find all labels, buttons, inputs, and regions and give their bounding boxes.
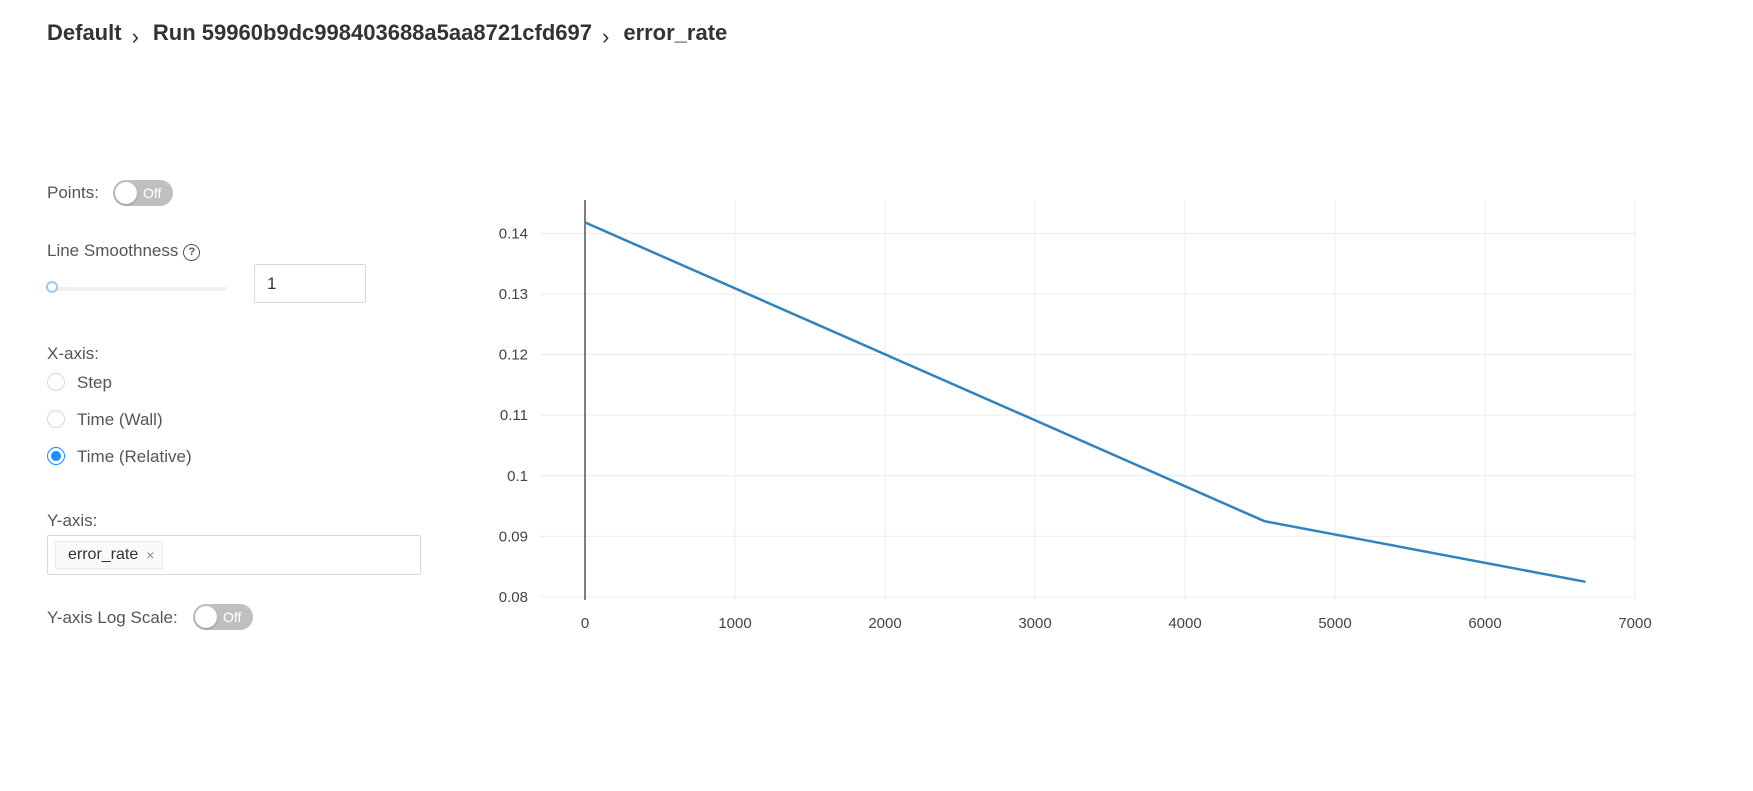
y-tick-label: 0.11	[500, 407, 528, 424]
radio-time-wall[interactable]	[47, 410, 65, 428]
yaxis-label: Y-axis:	[47, 511, 98, 530]
xaxis-label: X-axis:	[47, 344, 99, 363]
y-tick-label: 0.08	[499, 589, 528, 606]
toggle-knob	[195, 606, 217, 628]
yaxis-tag-label: error_rate	[68, 546, 139, 563]
radio-time-relative[interactable]	[47, 447, 65, 465]
chevron-right-icon	[602, 24, 609, 50]
x-tick-label: 1000	[718, 615, 751, 630]
radio-step[interactable]	[47, 373, 65, 391]
x-tick-label: 0	[581, 615, 589, 630]
question-circle-icon[interactable]: ?	[183, 244, 201, 261]
yaxis-select[interactable]: error_rate ×	[47, 535, 421, 575]
toggle-knob	[115, 182, 137, 204]
series-line[interactable]	[584, 221, 1586, 584]
error-rate-chart[interactable]: 0.08 0.09 0.1 0.11 0.12 0.13 0.14 0 1000 2000 3000…	[470, 190, 1670, 630]
points-label: Points:	[47, 183, 99, 202]
x-tick-label: 3000	[1018, 615, 1051, 630]
radio-label-step[interactable]: Step	[77, 373, 112, 392]
y-tick-label: 0.12	[499, 347, 528, 364]
log-scale-label: Y-axis Log Scale:	[47, 608, 178, 627]
x-tick-label: 7000	[1618, 615, 1651, 630]
y-tick-label: 0.14	[499, 225, 528, 242]
radio-label-time-relative[interactable]: Time (Relative)	[77, 447, 192, 466]
x-tick-label: 5000	[1318, 615, 1351, 630]
breadcrumb: Default Run 59960b9dc998403688a5aa8721cf…	[47, 16, 727, 50]
smoothness-input[interactable]	[254, 264, 366, 303]
smoothness-slider-handle[interactable]	[46, 281, 58, 293]
breadcrumb-metric: error_rate	[623, 20, 728, 45]
y-tick-label: 0.09	[499, 528, 528, 545]
radio-label-time-wall[interactable]: Time (Wall)	[77, 410, 163, 429]
y-tick-label: 0.1	[507, 468, 528, 485]
chevron-right-icon	[132, 24, 139, 50]
close-icon[interactable]: ×	[146, 547, 155, 563]
points-toggle-text: Off	[143, 185, 162, 201]
smoothness-slider-track[interactable]	[47, 287, 227, 291]
x-tick-label: 6000	[1468, 615, 1501, 630]
points-toggle[interactable]: Off	[113, 180, 173, 206]
line-smoothness-text: Line Smoothness	[47, 241, 179, 260]
breadcrumb-run[interactable]: Run 59960b9dc998403688a5aa8721cfd697	[152, 20, 592, 45]
x-tick-label: 4000	[1168, 615, 1201, 630]
y-tick-label: 0.13	[499, 286, 528, 303]
log-scale-toggle[interactable]: Off	[193, 604, 253, 630]
log-scale-toggle-text: Off	[223, 609, 242, 625]
x-tick-label: 2000	[868, 615, 901, 630]
breadcrumb-experiment[interactable]: Default	[47, 20, 122, 45]
line-smoothness-label: Line Smoothness?	[47, 241, 201, 261]
yaxis-tag: error_rate ×	[55, 541, 164, 569]
